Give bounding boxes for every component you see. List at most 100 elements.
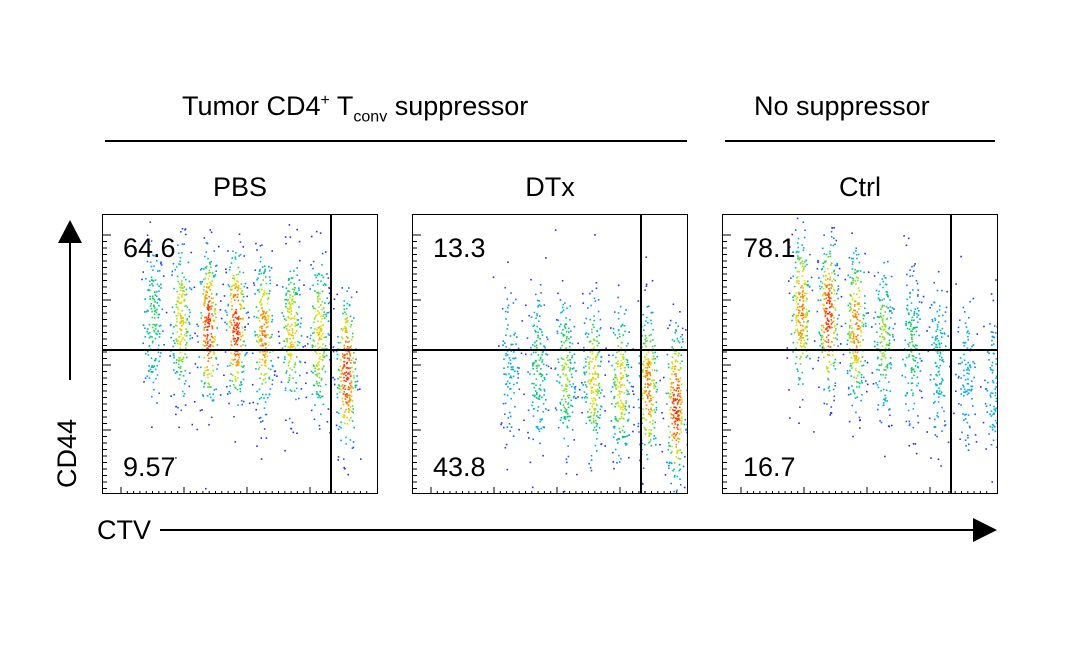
- event-dot: [821, 336, 823, 339]
- event-dot: [827, 353, 829, 356]
- event-dot: [284, 298, 286, 301]
- event-dot: [530, 347, 532, 349]
- event-dot: [677, 401, 679, 404]
- event-dot: [672, 381, 675, 384]
- event-dot: [599, 318, 602, 321]
- event-dot: [592, 391, 595, 393]
- event-dot: [828, 390, 831, 392]
- event-dot: [679, 396, 682, 399]
- event-dot: [854, 303, 856, 306]
- event-dot: [150, 307, 153, 310]
- event-dot: [633, 423, 635, 426]
- event-dot: [909, 275, 911, 278]
- event-dot: [842, 353, 845, 356]
- event-dot: [589, 292, 591, 295]
- event-dot: [791, 315, 794, 317]
- event-dot: [564, 418, 567, 420]
- event-dot: [908, 420, 910, 423]
- event-dot: [208, 285, 211, 288]
- event-dot: [299, 259, 301, 262]
- event-dot: [345, 320, 348, 322]
- event-dot: [315, 380, 318, 383]
- event-dot: [344, 411, 346, 413]
- event-dot: [803, 267, 805, 269]
- event-dot: [850, 357, 853, 359]
- event-dot: [584, 384, 587, 386]
- event-dot: [881, 355, 884, 357]
- event-dot: [352, 408, 354, 410]
- event-dot: [260, 304, 262, 306]
- event-dot: [185, 332, 188, 335]
- event-dot: [152, 280, 155, 282]
- event-dot: [589, 318, 591, 321]
- event-dot: [533, 324, 535, 327]
- event-dot: [349, 387, 351, 389]
- event-dot: [285, 328, 288, 330]
- event-dot: [598, 342, 600, 345]
- event-dot: [178, 359, 181, 361]
- event-dot: [975, 441, 978, 443]
- event-dot: [338, 376, 341, 378]
- event-dot: [826, 367, 829, 369]
- event-dot: [589, 357, 591, 359]
- event-dot: [208, 423, 210, 426]
- event-dot: [993, 325, 996, 327]
- event-dot: [290, 313, 293, 315]
- event-dot: [963, 419, 965, 421]
- event-dot: [672, 347, 675, 350]
- event-dot: [990, 369, 993, 371]
- event-dot: [675, 407, 678, 409]
- event-dot: [322, 403, 325, 406]
- event-dot: [804, 313, 807, 315]
- event-dot: [910, 333, 912, 335]
- event-dot: [267, 315, 270, 317]
- event-dot: [291, 421, 294, 424]
- event-dot: [597, 384, 600, 387]
- event-dot: [647, 362, 649, 365]
- event-dot: [204, 323, 206, 326]
- event-dot: [349, 370, 352, 373]
- event-dot: [213, 275, 216, 278]
- event-dot: [796, 296, 799, 299]
- event-dot: [152, 254, 154, 257]
- event-dot: [188, 315, 190, 318]
- event-dot: [215, 294, 218, 296]
- event-dot: [626, 389, 628, 392]
- event-dot: [179, 344, 182, 346]
- event-dot: [659, 443, 661, 446]
- event-dot: [571, 411, 574, 413]
- event-dot: [204, 382, 206, 384]
- event-dot: [598, 417, 601, 419]
- event-dot: [817, 259, 819, 262]
- event-dot: [615, 356, 617, 359]
- event-dot: [564, 348, 567, 350]
- event-dot: [207, 376, 209, 379]
- event-dot: [209, 339, 211, 341]
- event-dot: [958, 362, 960, 365]
- event-dot: [686, 389, 687, 392]
- event-dot: [599, 328, 602, 330]
- event-dot: [887, 295, 889, 298]
- event-dot: [257, 368, 260, 370]
- event-dot: [958, 375, 960, 378]
- event-dot: [613, 368, 616, 371]
- event-dot: [340, 328, 343, 330]
- event-dot: [546, 338, 549, 341]
- event-dot: [645, 428, 647, 431]
- event-dot: [344, 422, 346, 425]
- event-dot: [536, 425, 539, 428]
- event-dot: [622, 417, 624, 420]
- event-dot: [853, 292, 855, 295]
- event-dot: [265, 334, 267, 336]
- event-dot: [241, 331, 244, 334]
- event-dot: [612, 461, 614, 463]
- event-dot: [597, 410, 599, 413]
- event-dot: [155, 323, 158, 326]
- event-dot: [185, 330, 188, 333]
- axis-ticks: [413, 234, 678, 493]
- event-dot: [993, 408, 996, 411]
- event-dot: [935, 384, 937, 387]
- event-dot: [571, 368, 574, 370]
- event-dot: [878, 290, 880, 293]
- event-dot: [207, 354, 209, 357]
